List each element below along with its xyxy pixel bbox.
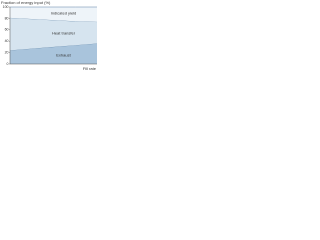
area [10, 17, 97, 51]
y-tick-label: 60 [5, 28, 9, 32]
y-tick-label: 40 [5, 39, 9, 43]
y-tick-label: 100 [3, 5, 9, 9]
y-tick-label: 0 [7, 62, 9, 66]
area-label: Indicated yield [51, 11, 77, 16]
chart-title: Fraction of energy input (%) [1, 0, 51, 5]
y-tick-label: 80 [5, 16, 9, 20]
x-axis-label: Fill rate [83, 66, 97, 71]
area [10, 7, 97, 22]
area-label: Exhaust [56, 53, 71, 58]
chart: Fraction of energy input (%) Fill rate E… [1, 0, 98, 71]
area-label: Heat transfer [52, 31, 76, 36]
y-tick-label: 20 [5, 51, 9, 55]
